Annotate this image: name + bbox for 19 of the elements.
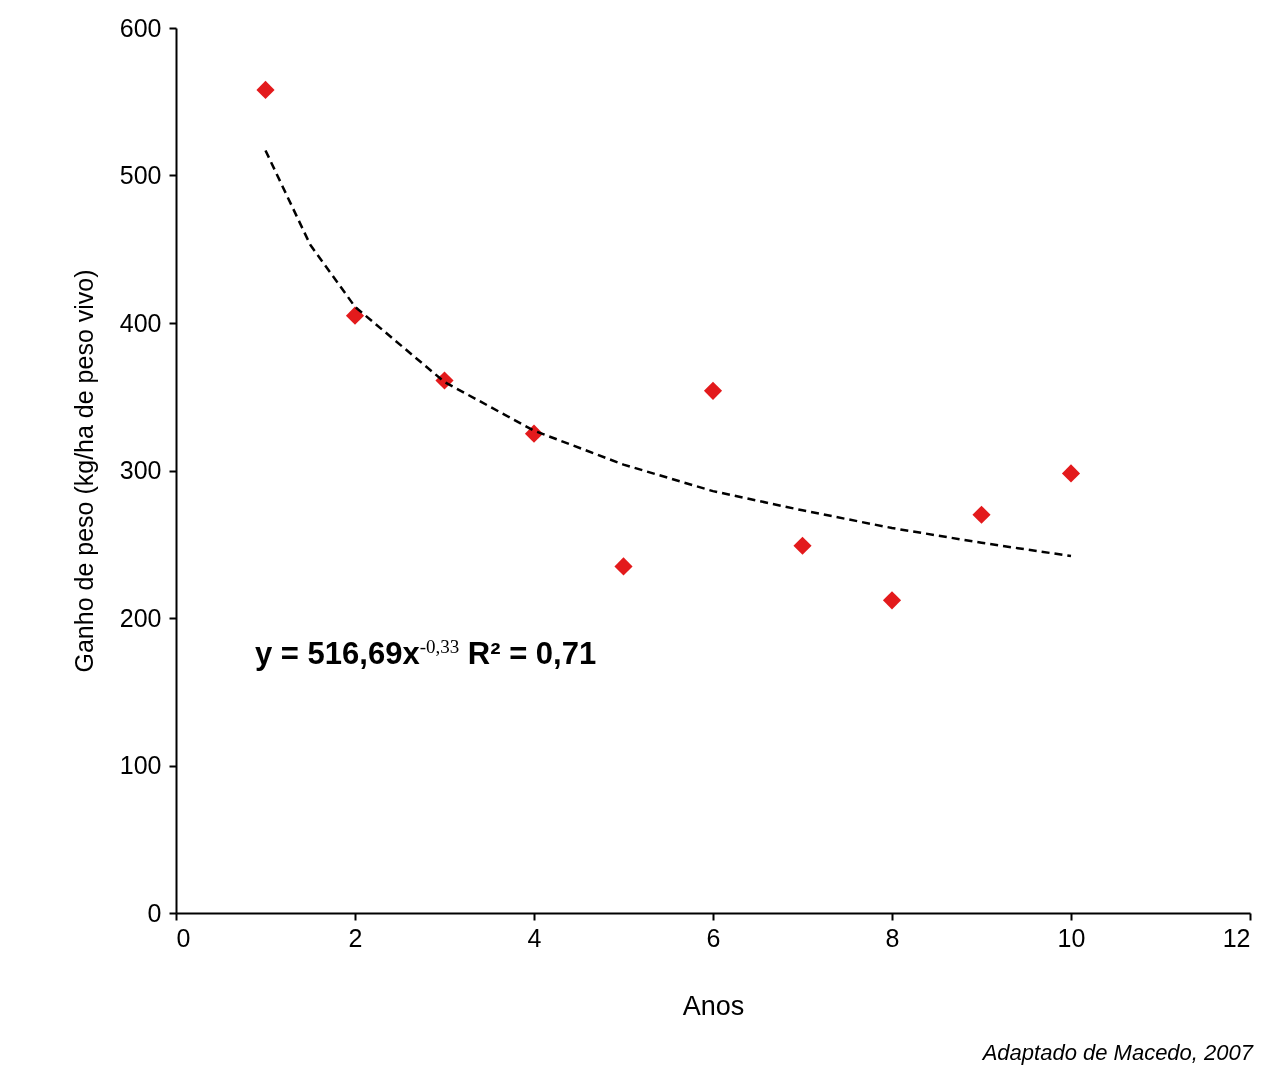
x-tick-label: 2 <box>348 923 363 952</box>
y-tick-label: 100 <box>119 751 162 779</box>
y-tick-label: 400 <box>119 308 162 337</box>
y-tick-label: 200 <box>119 603 162 632</box>
x-tick-label: 8 <box>885 923 900 952</box>
x-tick-label: 0 <box>176 923 191 952</box>
line-series <box>264 149 1073 558</box>
y-tick-label: 0 <box>147 898 162 927</box>
x-tick-label: 4 <box>527 923 542 952</box>
y-axis-title: Ganho de peso (kg/ha de peso vivo) <box>69 269 98 673</box>
x-axis-title: Anos <box>682 990 745 1021</box>
x-tick-label: 10 <box>1057 923 1086 952</box>
y-tick-label: 600 <box>119 13 162 42</box>
x-tick-label: 6 <box>706 923 721 952</box>
y-tick-label: 300 <box>119 456 162 484</box>
text: Adaptado de Macedo, 2007 <box>982 1040 1253 1066</box>
y-tick-label: 500 <box>119 161 162 189</box>
annotation: y = 516,69x$^{-0,33}$ R² = 0,71 <box>255 636 597 673</box>
x-tick-label: 12 <box>1222 923 1251 952</box>
